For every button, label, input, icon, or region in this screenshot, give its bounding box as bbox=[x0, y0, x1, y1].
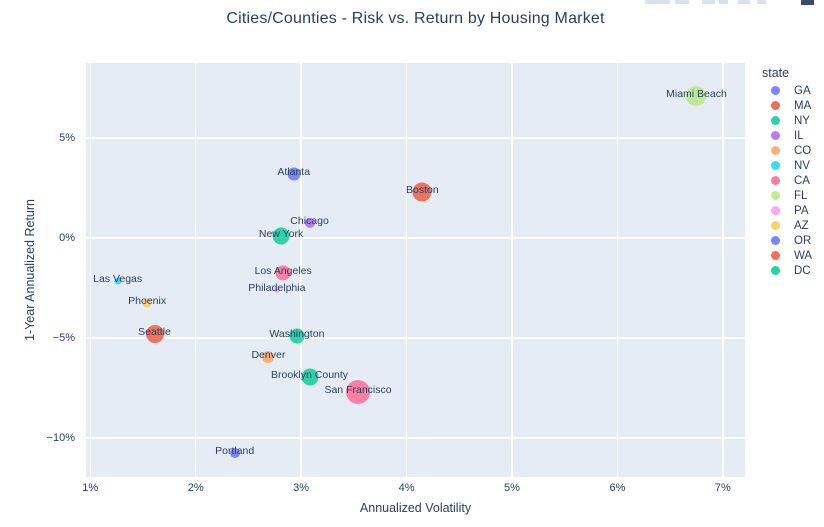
x-tick-label: 6% bbox=[609, 482, 626, 494]
zoom-in-icon[interactable] bbox=[738, 0, 750, 4]
legend-swatch-icon bbox=[771, 206, 780, 215]
y-tick-label: −10% bbox=[46, 432, 75, 444]
x-gridline bbox=[300, 63, 302, 477]
legend-item-label: CA bbox=[794, 174, 810, 187]
zoom-icon[interactable] bbox=[675, 0, 689, 4]
legend-item-az[interactable]: AZ bbox=[762, 218, 809, 233]
y-gridline bbox=[86, 337, 745, 339]
legend-item-ga[interactable]: GA bbox=[762, 83, 811, 98]
y-gridline bbox=[86, 437, 745, 439]
legend-item-label: AZ bbox=[794, 219, 809, 232]
legend-item-ma[interactable]: MA bbox=[762, 98, 811, 113]
legend-item-label: CO bbox=[794, 144, 812, 157]
legend-item-or[interactable]: OR bbox=[762, 233, 811, 248]
legend-item-label: FL bbox=[794, 189, 808, 202]
legend-swatch-icon bbox=[771, 221, 780, 230]
data-point[interactable] bbox=[272, 227, 290, 245]
x-gridline bbox=[722, 63, 724, 477]
legend-swatch-icon bbox=[771, 116, 780, 125]
x-gridline bbox=[405, 63, 408, 477]
legend-item-co[interactable]: CO bbox=[762, 143, 811, 158]
data-point[interactable] bbox=[273, 287, 280, 293]
data-point[interactable] bbox=[145, 325, 164, 343]
chart-title: Cities/Counties - Risk vs. Return by Hou… bbox=[226, 10, 605, 27]
x-tick-label: 3% bbox=[293, 482, 310, 494]
data-point[interactable] bbox=[287, 167, 301, 181]
y-tick-label: 5% bbox=[59, 132, 75, 144]
legend-swatch-icon bbox=[771, 101, 780, 110]
legend-item-fl[interactable]: FL bbox=[762, 188, 807, 203]
legend-swatch-icon bbox=[771, 236, 780, 245]
x-tick-label: 5% bbox=[504, 482, 520, 494]
data-point[interactable] bbox=[275, 265, 291, 281]
x-axis-title: Annualized Volatility bbox=[359, 501, 472, 515]
x-tick-label: 1% bbox=[82, 482, 99, 494]
legend-swatch-icon bbox=[771, 176, 780, 185]
legend-item-label: IL bbox=[794, 129, 804, 142]
legend-swatch-icon bbox=[771, 146, 780, 155]
x-gridline bbox=[89, 63, 91, 477]
legend-item-dc[interactable]: DC bbox=[762, 263, 811, 278]
legend-item-il[interactable]: IL bbox=[762, 128, 804, 143]
legend-item-ny[interactable]: NY bbox=[762, 113, 810, 128]
autoscale-icon[interactable] bbox=[757, 0, 766, 4]
y-axis-title: 1-Year Annualized Return bbox=[23, 199, 37, 341]
legend-swatch-icon bbox=[771, 191, 780, 200]
data-point[interactable] bbox=[142, 298, 152, 308]
y-gridline bbox=[86, 137, 745, 139]
legend-item-label: WA bbox=[794, 249, 813, 262]
legend-item-ca[interactable]: CA bbox=[762, 173, 810, 188]
camera-icon[interactable] bbox=[645, 0, 670, 4]
legend-item-label: MA bbox=[794, 99, 812, 112]
legend-item-label: NY bbox=[794, 114, 810, 127]
x-tick-label: 7% bbox=[714, 482, 731, 494]
plot-area[interactable] bbox=[86, 63, 745, 477]
legend-swatch-icon bbox=[771, 86, 780, 95]
data-point[interactable] bbox=[301, 368, 319, 386]
legend-swatch-icon bbox=[771, 131, 780, 140]
x-tick-label: 4% bbox=[398, 482, 415, 494]
x-gridline bbox=[194, 63, 197, 477]
legend: state GA MA NY IL CO NV CA FL PA AZ OR WA DC bbox=[762, 66, 824, 278]
x-tick-label: 2% bbox=[187, 482, 204, 494]
legend-swatch-icon bbox=[771, 266, 780, 275]
data-point[interactable] bbox=[304, 218, 315, 228]
x-gridline bbox=[616, 63, 619, 477]
legend-title: state bbox=[762, 66, 790, 80]
box-select-icon[interactable] bbox=[719, 0, 728, 4]
legend-item-label: OR bbox=[794, 234, 812, 247]
y-tick-label: 0% bbox=[59, 232, 75, 244]
data-point[interactable] bbox=[346, 380, 371, 404]
legend-item-label: PA bbox=[794, 204, 809, 217]
legend-item-nv[interactable]: NV bbox=[762, 158, 810, 173]
data-point[interactable] bbox=[262, 351, 275, 363]
data-point[interactable] bbox=[686, 86, 707, 106]
pan-icon[interactable] bbox=[702, 0, 715, 4]
legend-swatch-icon bbox=[771, 251, 780, 260]
legend-item-label: NV bbox=[794, 159, 810, 172]
plotly-logo-icon[interactable] bbox=[801, 0, 814, 5]
data-point[interactable] bbox=[412, 182, 432, 202]
legend-item-pa[interactable]: PA bbox=[762, 203, 809, 218]
x-gridline bbox=[511, 63, 513, 477]
legend-item-label: DC bbox=[794, 264, 811, 277]
legend-item-label: GA bbox=[794, 84, 811, 97]
data-point[interactable] bbox=[114, 277, 122, 285]
data-point[interactable] bbox=[229, 448, 240, 458]
data-point[interactable] bbox=[289, 328, 305, 344]
y-tick-label: −5% bbox=[52, 332, 75, 344]
y-gridline bbox=[86, 237, 745, 239]
legend-swatch-icon bbox=[771, 161, 780, 170]
legend-item-wa[interactable]: WA bbox=[762, 248, 812, 263]
